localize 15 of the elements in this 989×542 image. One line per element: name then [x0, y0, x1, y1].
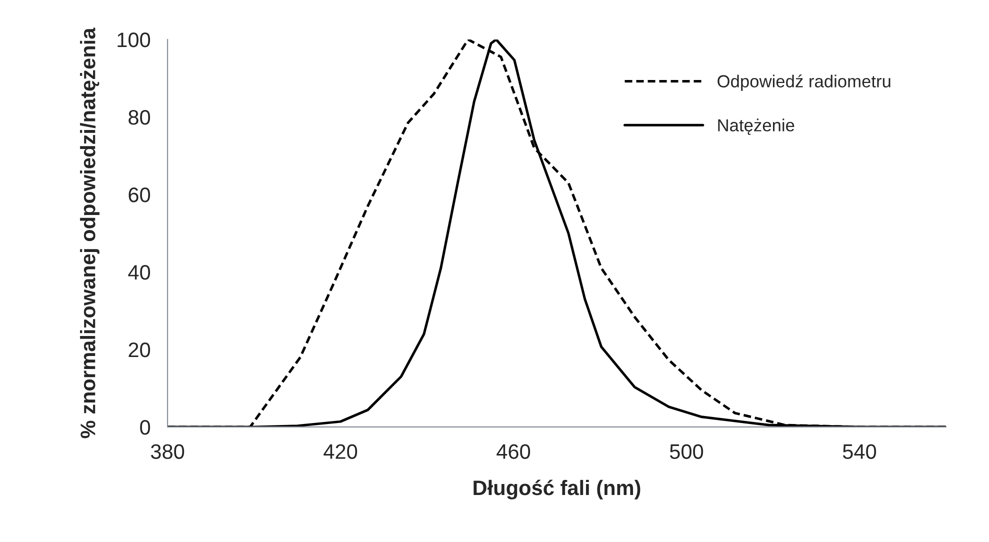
x-tick-label: 460 [496, 444, 530, 459]
y-tick-label: 60 [128, 188, 150, 202]
x-tick-label: 500 [670, 444, 704, 459]
y-tick-label: 40 [128, 265, 150, 280]
legend-label: Natężenie [718, 118, 794, 135]
y-tick-label: 0 [140, 420, 150, 435]
y-tick-label: 100 [118, 32, 150, 48]
y-tick-label: 20 [128, 342, 150, 358]
y-axis-title: % znormalizowanej odpowiedzi/natężenia [80, 28, 100, 438]
y-tick-label: 80 [128, 110, 150, 125]
x-axis-title: Długość fali (nm) [474, 480, 640, 500]
x-tick-label: 420 [324, 444, 358, 459]
x-tick-label: 380 [150, 444, 184, 459]
x-tick-label: 540 [842, 444, 876, 459]
legend-label: Odpowiedź radiometru [718, 74, 890, 91]
